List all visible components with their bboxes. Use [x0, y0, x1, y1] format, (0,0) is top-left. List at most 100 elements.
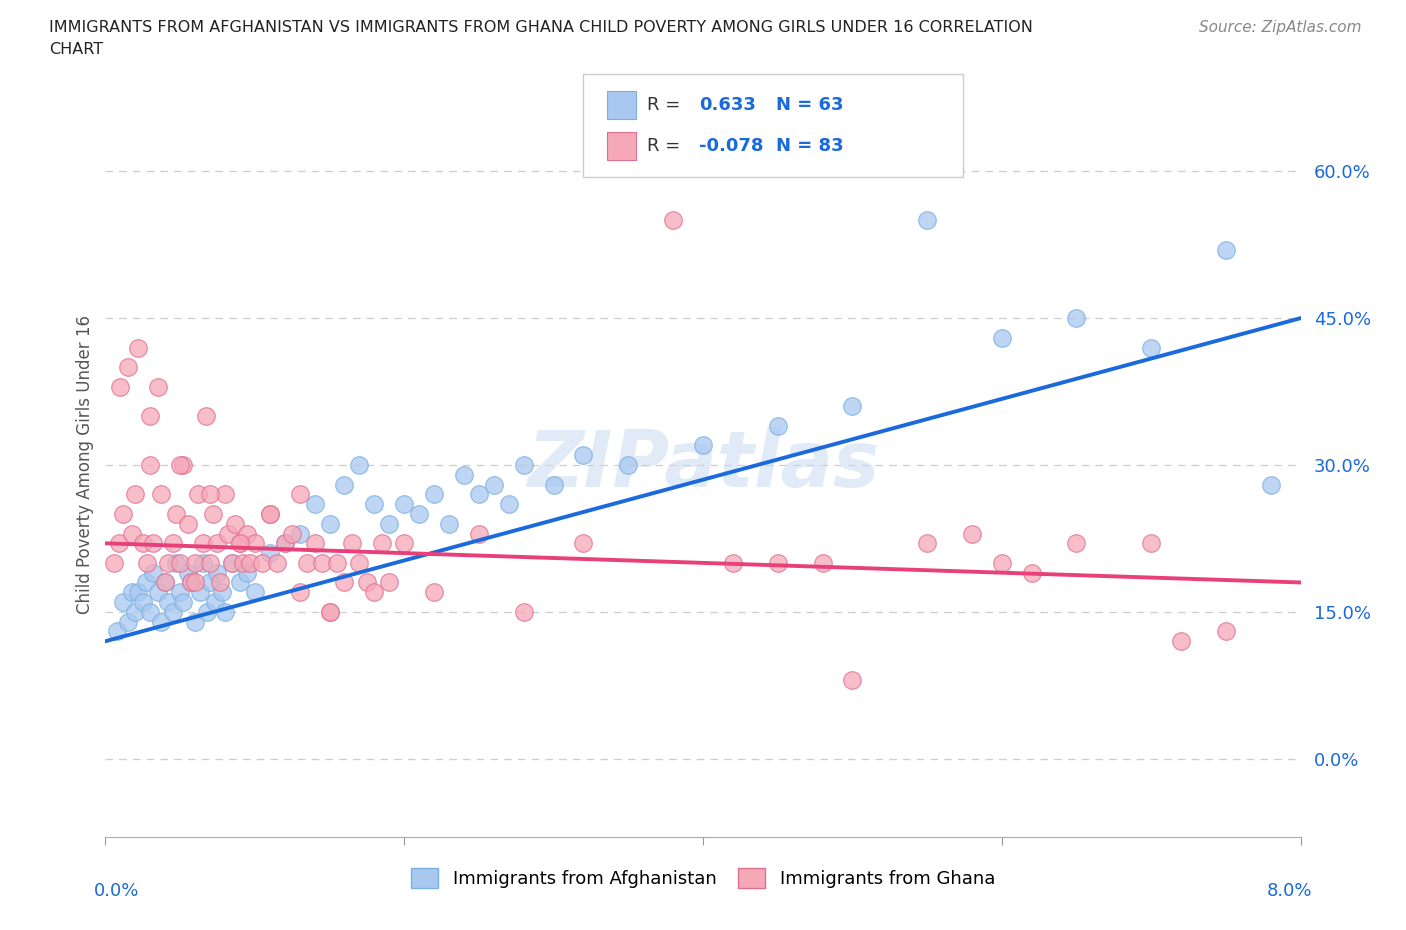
- Point: [165, 555, 187, 570]
- Point: [236, 526, 259, 541]
- Point: [176, 516, 198, 531]
- Point: [153, 575, 177, 590]
- Point: [326, 555, 349, 570]
- Point: [127, 340, 149, 355]
- Point: [157, 594, 180, 609]
- Point: [229, 575, 252, 590]
- Point: [266, 555, 288, 570]
- Point: [273, 536, 295, 551]
- Text: 0.633: 0.633: [699, 96, 755, 114]
- Point: [187, 487, 209, 502]
- Point: [288, 526, 311, 541]
- Point: [841, 673, 863, 688]
- Text: 0.0%: 0.0%: [93, 882, 139, 899]
- Text: 8.0%: 8.0%: [1267, 882, 1313, 899]
- Point: [363, 497, 385, 512]
- Point: [349, 458, 371, 472]
- Point: [229, 536, 252, 551]
- Point: [243, 585, 266, 600]
- Point: [176, 565, 198, 580]
- Point: [392, 497, 416, 512]
- Point: [1215, 624, 1237, 639]
- Point: [513, 604, 536, 619]
- Point: [468, 526, 491, 541]
- Point: [259, 546, 281, 561]
- Point: [121, 526, 143, 541]
- Text: Source: ZipAtlas.com: Source: ZipAtlas.com: [1198, 20, 1361, 35]
- Point: [408, 507, 430, 522]
- Text: -0.078: -0.078: [699, 137, 763, 155]
- Point: [990, 330, 1012, 345]
- Point: [333, 477, 356, 492]
- Point: [165, 507, 187, 522]
- Point: [202, 507, 225, 522]
- Point: [157, 555, 180, 570]
- Point: [572, 447, 595, 462]
- Point: [1215, 242, 1237, 257]
- Point: [180, 575, 202, 590]
- Point: [110, 379, 132, 394]
- Point: [915, 536, 938, 551]
- Point: [103, 555, 125, 570]
- Point: [124, 604, 146, 619]
- Point: [194, 408, 217, 423]
- Point: [169, 585, 191, 600]
- Text: N = 63: N = 63: [776, 96, 844, 114]
- Text: ZIPatlas: ZIPatlas: [527, 427, 879, 503]
- Point: [766, 555, 789, 570]
- Point: [112, 594, 135, 609]
- Point: [915, 213, 938, 228]
- Point: [236, 565, 259, 580]
- Point: [243, 536, 266, 551]
- Point: [252, 555, 274, 570]
- Point: [281, 526, 304, 541]
- Point: [356, 575, 378, 590]
- Point: [135, 575, 157, 590]
- Point: [217, 526, 239, 541]
- Point: [184, 614, 207, 629]
- Point: [198, 575, 221, 590]
- Point: [363, 585, 385, 600]
- Point: [1021, 565, 1043, 580]
- Point: [304, 497, 326, 512]
- Point: [692, 438, 714, 453]
- Point: [214, 604, 236, 619]
- Point: [146, 379, 169, 394]
- Point: [169, 555, 191, 570]
- Point: [259, 507, 281, 522]
- Point: [273, 536, 295, 551]
- Point: [662, 213, 685, 228]
- Point: [180, 575, 202, 590]
- Point: [1140, 340, 1163, 355]
- Point: [1140, 536, 1163, 551]
- Point: [136, 555, 159, 570]
- Point: [990, 555, 1012, 570]
- Text: R =: R =: [647, 96, 681, 114]
- Point: [188, 585, 211, 600]
- Point: [288, 585, 311, 600]
- Point: [378, 575, 401, 590]
- Point: [392, 536, 416, 551]
- Point: [437, 516, 460, 531]
- Point: [207, 536, 229, 551]
- Point: [132, 536, 155, 551]
- Point: [195, 604, 218, 619]
- Point: [139, 458, 162, 472]
- Point: [149, 614, 172, 629]
- Point: [153, 575, 177, 590]
- Point: [232, 555, 254, 570]
- Point: [513, 458, 536, 472]
- Point: [617, 458, 640, 472]
- Point: [146, 585, 169, 600]
- Point: [468, 487, 491, 502]
- Point: [214, 487, 236, 502]
- Text: CHART: CHART: [49, 42, 103, 57]
- Point: [318, 604, 340, 619]
- Point: [721, 555, 744, 570]
- Point: [184, 575, 207, 590]
- Point: [139, 408, 162, 423]
- Point: [139, 604, 162, 619]
- Point: [224, 516, 246, 531]
- Point: [229, 536, 252, 551]
- Legend: Immigrants from Afghanistan, Immigrants from Ghana: Immigrants from Afghanistan, Immigrants …: [404, 860, 1002, 895]
